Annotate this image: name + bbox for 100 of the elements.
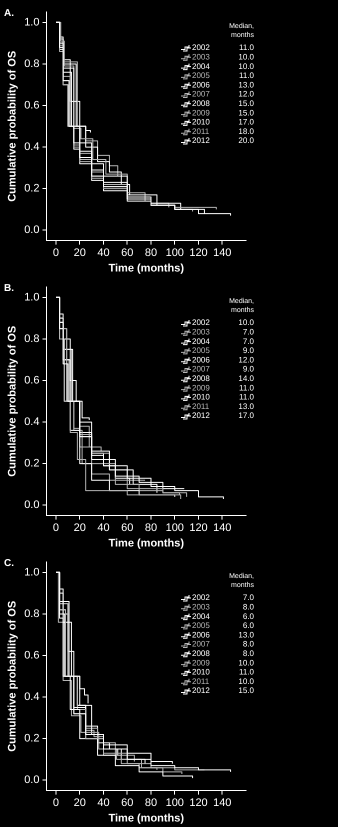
legend-label: 2009 xyxy=(192,108,210,118)
annotation: 15.0 xyxy=(238,99,255,108)
legend-label: 2012 xyxy=(192,686,210,696)
legend-label: 2008 xyxy=(192,374,210,384)
annotation: 14.0 xyxy=(238,374,255,384)
annotation: 10.0 xyxy=(238,62,255,71)
x-tick-label: 120 xyxy=(189,797,208,810)
legend-label: 2011 xyxy=(192,126,210,136)
annotation: 8.0 xyxy=(242,649,255,658)
legend-label: 2006 xyxy=(192,80,210,90)
legend-label: 2005 xyxy=(192,71,210,80)
annotation: 7.0 xyxy=(242,593,255,602)
x-axis-title: Time (months) xyxy=(108,262,184,274)
legend-label: 2003 xyxy=(192,602,210,612)
chart-title: B. xyxy=(4,282,14,294)
chart-title: A. xyxy=(4,8,14,19)
x-tick-label: 60 xyxy=(121,797,134,810)
x-tick-label: 40 xyxy=(97,522,110,534)
y-tick-label: 0.4 xyxy=(24,691,40,704)
y-tick-label: 0.4 xyxy=(24,416,40,428)
annotation: 20.0 xyxy=(238,136,255,146)
x-tick-label: 0 xyxy=(52,797,60,810)
legend-label: 2002 xyxy=(192,593,210,602)
annotation: 17.0 xyxy=(238,118,255,127)
x-tick-label: 140 xyxy=(213,522,232,534)
x-tick-label: 80 xyxy=(144,247,158,260)
annotation: 11.0 xyxy=(239,383,255,392)
legend-label: 2010 xyxy=(192,668,210,677)
y-tick-label: 1.0 xyxy=(24,16,40,28)
y-axis-title: Cumulative probability of OS xyxy=(6,600,19,752)
legend-label: 2004 xyxy=(192,62,210,71)
legend-label: 2011 xyxy=(192,676,210,686)
legend-label: 2005 xyxy=(192,621,210,630)
annotation: 11.0 xyxy=(239,43,255,52)
y-tick-label: 0.0 xyxy=(24,774,40,786)
annotation: 6.0 xyxy=(242,612,255,621)
y-tick-label: 0.6 xyxy=(24,374,40,387)
legend-label: 2004 xyxy=(192,612,210,621)
x-tick-label: 120 xyxy=(189,247,208,260)
y-tick-label: 0.2 xyxy=(24,732,40,745)
annotation: 10.0 xyxy=(238,318,255,328)
annotation: 7.0 xyxy=(242,336,255,346)
legend-label: 2008 xyxy=(192,649,210,658)
legend-label: 2012 xyxy=(192,136,210,146)
y-tick-label: 0.6 xyxy=(24,100,40,112)
x-tick-label: 20 xyxy=(74,247,86,260)
annotation: 17.0 xyxy=(238,411,255,420)
x-tick-label: 0 xyxy=(52,247,60,260)
x-tick-label: 140 xyxy=(213,247,232,260)
x-tick-label: 100 xyxy=(166,797,184,810)
x-tick-label: 100 xyxy=(166,522,184,534)
y-tick-label: 0.8 xyxy=(24,332,40,345)
annotation: 7.0 xyxy=(242,328,255,337)
legend-label: 2007 xyxy=(192,640,210,649)
annotation: 18.0 xyxy=(238,126,255,136)
annotation: 9.0 xyxy=(242,364,255,374)
x-tick-label: 140 xyxy=(213,797,232,810)
annotation: 12.0 xyxy=(238,355,255,364)
x-tick-label: 0 xyxy=(52,522,60,534)
annotation: 13.0 xyxy=(238,630,255,640)
legend-label: 2011 xyxy=(192,402,210,411)
y-axis-title: Cumulative probability of OS xyxy=(6,50,19,202)
x-tick-label: 60 xyxy=(121,522,134,534)
x-tick-label: 80 xyxy=(144,522,158,534)
y-tick-label: 0.0 xyxy=(24,224,40,236)
annotation: 12.0 xyxy=(238,90,255,99)
legend-label: 2010 xyxy=(192,118,210,127)
annotation: 13.0 xyxy=(238,402,255,411)
y-tick-label: 0.6 xyxy=(24,650,40,662)
annotation: 10.0 xyxy=(238,658,255,668)
legend-label: 2003 xyxy=(192,328,210,337)
x-tick-label: 40 xyxy=(97,247,110,260)
legend-label: 2012 xyxy=(192,411,210,420)
y-tick-label: 1.0 xyxy=(24,566,40,578)
y-tick-label: 0.0 xyxy=(24,499,40,512)
y-tick-label: 0.2 xyxy=(24,182,40,195)
y-tick-label: 0.8 xyxy=(24,58,40,70)
legend-label: 2007 xyxy=(192,364,210,374)
legend-label: 2002 xyxy=(192,318,210,328)
legend-label: 2006 xyxy=(192,630,210,640)
legend-label: 2010 xyxy=(192,392,210,402)
legend-label: 2006 xyxy=(192,355,210,364)
annotation: 11.0 xyxy=(239,668,255,677)
y-tick-label: 1.0 xyxy=(24,291,40,304)
y-axis-title: Cumulative probability of OS xyxy=(6,326,19,477)
annotation: 8.0 xyxy=(242,640,255,649)
x-tick-label: 80 xyxy=(144,797,158,810)
annotation: 9.0 xyxy=(242,346,255,356)
legend-label: 2003 xyxy=(192,52,210,62)
annotation: 11.0 xyxy=(239,392,255,402)
y-tick-label: 0.4 xyxy=(24,141,40,154)
x-tick-label: 20 xyxy=(74,522,86,534)
legend-label: 2009 xyxy=(192,383,210,392)
annotation: 10.0 xyxy=(238,676,255,686)
chart-title: C. xyxy=(4,558,14,569)
x-axis-title: Time (months) xyxy=(108,812,184,824)
y-tick-label: 0.8 xyxy=(24,608,40,620)
x-tick-label: 40 xyxy=(97,797,110,810)
legend-label: 2005 xyxy=(192,346,210,356)
x-tick-label: 100 xyxy=(166,247,184,260)
